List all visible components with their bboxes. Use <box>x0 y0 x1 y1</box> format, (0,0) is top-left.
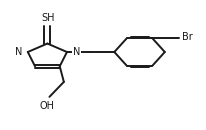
Text: OH: OH <box>40 101 55 111</box>
Text: Br: Br <box>182 32 193 42</box>
Text: SH: SH <box>42 13 55 23</box>
Text: N: N <box>15 47 22 57</box>
Text: N: N <box>73 47 80 57</box>
